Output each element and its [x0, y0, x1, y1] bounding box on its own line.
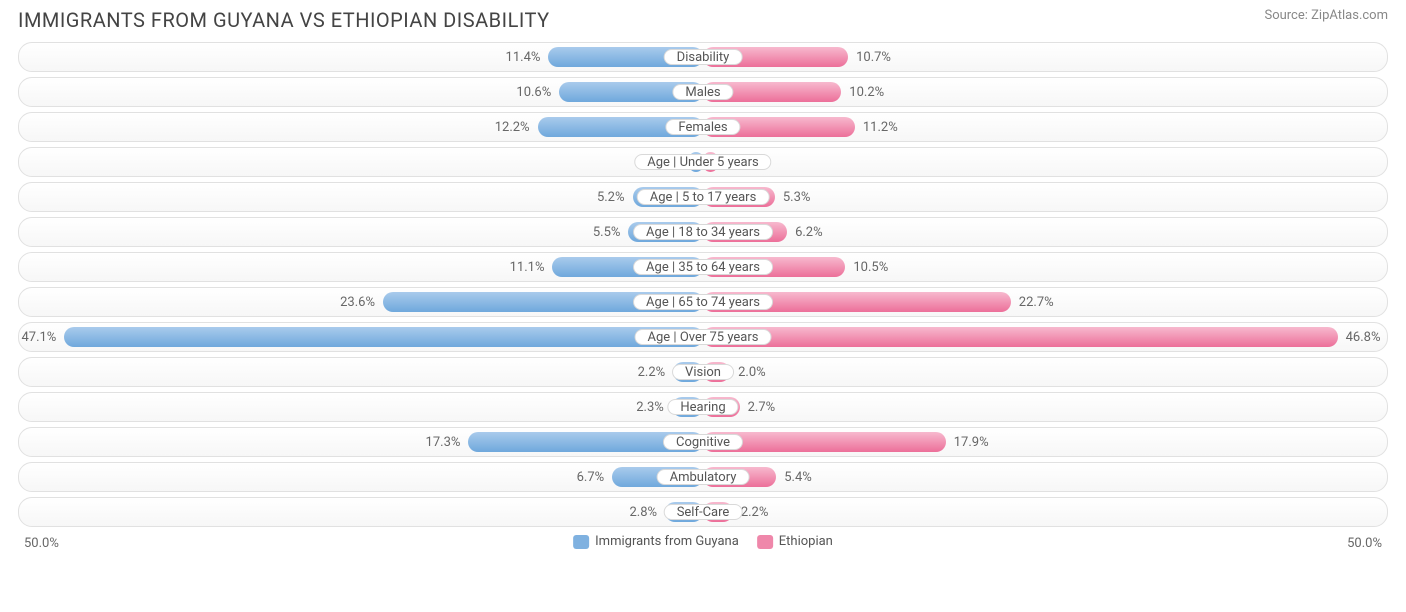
value-label-left: 2.2% [638, 362, 666, 382]
chart-title: IMMIGRANTS FROM GUYANA VS ETHIOPIAN DISA… [18, 8, 550, 32]
bar-left [64, 327, 703, 347]
category-label: Ambulatory [657, 469, 750, 485]
category-label: Females [665, 119, 740, 135]
category-label: Vision [672, 364, 734, 380]
value-label-right: 5.4% [784, 467, 812, 487]
chart-source: Source: ZipAtlas.com [1264, 8, 1388, 23]
chart-row: 47.1% 46.8% Age | Over 75 years [18, 322, 1388, 352]
value-label-left: 11.4% [506, 47, 541, 67]
category-label: Age | 35 to 64 years [633, 259, 773, 275]
category-label: Age | Over 75 years [635, 329, 772, 345]
value-label-right: 10.5% [853, 257, 888, 277]
value-label-left: 11.1% [510, 257, 545, 277]
chart-row: 10.6% 10.2% Males [18, 77, 1388, 107]
value-label-right: 10.2% [849, 82, 884, 102]
category-label: Disability [664, 49, 743, 65]
category-label: Age | 18 to 34 years [633, 224, 773, 240]
chart-row: 17.3% 17.9% Cognitive [18, 427, 1388, 457]
value-label-right: 46.8% [1346, 327, 1381, 347]
value-label-right: 5.3% [783, 187, 811, 207]
bar-right [703, 327, 1338, 347]
category-label: Cognitive [663, 434, 743, 450]
value-label-left: 23.6% [340, 292, 375, 312]
value-label-right: 2.7% [748, 397, 776, 417]
value-label-left: 2.3% [636, 397, 664, 417]
chart-row: 11.4% 10.7% Disability [18, 42, 1388, 72]
legend-item: Immigrants from Guyana [573, 534, 739, 549]
value-label-right: 17.9% [954, 432, 989, 452]
chart-footer: 50.0% Immigrants from Guyana Ethiopian 50… [0, 532, 1406, 560]
chart-row: 2.3% 2.7% Hearing [18, 392, 1388, 422]
category-label: Age | 5 to 17 years [637, 189, 770, 205]
chart-row: 6.7% 5.4% Ambulatory [18, 462, 1388, 492]
chart-header: IMMIGRANTS FROM GUYANA VS ETHIOPIAN DISA… [0, 0, 1406, 36]
axis-max-right: 50.0% [1347, 536, 1382, 551]
value-label-left: 10.6% [516, 82, 551, 102]
chart-row: 11.1% 10.5% Age | 35 to 64 years [18, 252, 1388, 282]
legend-item: Ethiopian [757, 534, 833, 549]
legend-label: Ethiopian [779, 534, 833, 549]
value-label-left: 6.7% [577, 467, 605, 487]
value-label-right: 10.7% [856, 47, 891, 67]
value-label-right: 11.2% [863, 117, 898, 137]
chart-row: 2.8% 2.2%Self-Care [18, 497, 1388, 527]
chart-row: 23.6% 22.7% Age | 65 to 74 years [18, 287, 1388, 317]
chart-row: 5.2% 5.3% Age | 5 to 17 years [18, 182, 1388, 212]
category-label: Hearing [667, 399, 738, 415]
chart-row: 1.0%1.1%Age | Under 5 years [18, 147, 1388, 177]
category-label: Males [672, 84, 733, 100]
category-label: Age | Under 5 years [634, 154, 771, 170]
chart-row: 5.5% 6.2% Age | 18 to 34 years [18, 217, 1388, 247]
legend: Immigrants from Guyana Ethiopian [573, 534, 833, 549]
chart-row: 2.2% 2.0%Vision [18, 357, 1388, 387]
chart-body: 11.4% 10.7% Disability 10.6% 10.2% Males 12.2%… [0, 36, 1406, 527]
category-label: Age | 65 to 74 years [633, 294, 773, 310]
value-label-right: 2.2% [741, 502, 769, 522]
category-label: Self-Care [664, 504, 743, 520]
value-label-right: 2.0% [738, 362, 766, 382]
value-label-right: 6.2% [795, 222, 823, 242]
value-label-left: 47.1% [21, 327, 56, 347]
value-label-left: 2.8% [629, 502, 657, 522]
value-label-left: 12.2% [495, 117, 530, 137]
value-label-left: 5.5% [593, 222, 621, 242]
value-label-right: 22.7% [1019, 292, 1054, 312]
legend-swatch [573, 535, 589, 549]
axis-max-left: 50.0% [24, 536, 59, 551]
chart-row: 12.2% 11.2% Females [18, 112, 1388, 142]
value-label-left: 17.3% [426, 432, 461, 452]
legend-swatch [757, 535, 773, 549]
value-label-left: 5.2% [597, 187, 625, 207]
legend-label: Immigrants from Guyana [595, 534, 739, 549]
